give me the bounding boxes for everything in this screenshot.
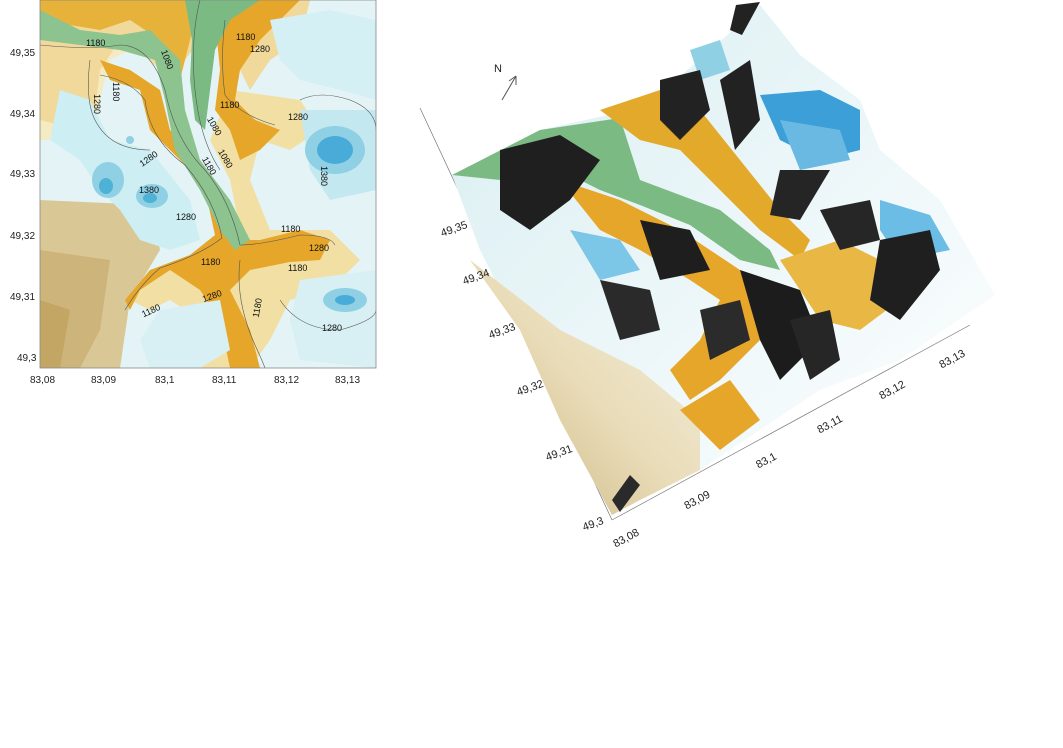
y-tick-label: 49,34 <box>461 267 491 288</box>
contour-label: 1180 <box>201 257 220 267</box>
x-tick-label: 83,13 <box>335 375 360 386</box>
y-tick-label: 49,33 <box>10 169 35 180</box>
y-tick-label: 49,35 <box>439 219 469 240</box>
map-y-axis: 49,35 49,34 49,33 49,32 49,31 49,3 <box>10 48 37 364</box>
north-label: N <box>494 63 502 75</box>
x-tick-label: 83,08 <box>30 375 55 386</box>
relief-3d-view: N 49,35 49,34 49,33 49,32 49,31 49,3 83,… <box>419 2 995 551</box>
contour-label: 1280 <box>288 112 308 122</box>
contour-label: 1280 <box>92 94 102 114</box>
x-tick-label: 83,12 <box>877 379 907 403</box>
x-tick-label: 83,12 <box>274 375 299 386</box>
y-tick-label: 49,3 <box>17 353 37 364</box>
x-tick-label: 83,08 <box>611 527 641 551</box>
x-tick-label: 83,1 <box>754 451 779 472</box>
contour-label: 1180 <box>111 82 121 101</box>
x-tick-label: 83,13 <box>937 348 967 372</box>
contour-label: 1280 <box>250 44 270 54</box>
y-tick-label: 49,32 <box>515 378 545 399</box>
contour-label: 1280 <box>309 243 329 253</box>
contour-label: 1380 <box>319 166 329 186</box>
contour-label: 1180 <box>220 100 239 110</box>
x-tick-label: 83,09 <box>91 375 116 386</box>
y-tick-label: 49,31 <box>544 443 574 464</box>
x-tick-label: 83,09 <box>682 489 712 513</box>
contour-label: 1180 <box>251 297 264 318</box>
x-tick-label: 83,11 <box>212 375 237 386</box>
y-tick-label: 49,34 <box>10 109 35 120</box>
contour-map-fill <box>40 0 376 368</box>
y-tick-label: 49,32 <box>10 231 35 242</box>
contour-label: 1180 <box>236 32 255 42</box>
contour-label: 1180 <box>281 224 300 234</box>
y-tick-label: 49,33 <box>487 321 517 342</box>
contour-label: 1180 <box>288 263 307 273</box>
north-arrow-icon: N <box>494 63 517 101</box>
x-tick-label: 83,1 <box>155 375 175 386</box>
y-tick-label: 49,3 <box>581 515 605 534</box>
contour-label: 1280 <box>322 323 342 333</box>
contour-map: 1180 1080 1180 1280 1280 1180 1180 1080 … <box>10 0 377 386</box>
contour-label: 1180 <box>86 38 105 48</box>
y-tick-label: 49,35 <box>10 48 35 59</box>
contour-label: 1280 <box>176 212 196 222</box>
terrain-surface <box>452 2 995 515</box>
contour-label: 1380 <box>139 185 159 195</box>
map-x-axis: 83,08 83,09 83,1 83,11 83,12 83,13 <box>30 375 360 386</box>
map-frame <box>39 0 377 369</box>
x-tick-label: 83,11 <box>815 413 844 436</box>
y-tick-label: 49,31 <box>10 292 35 303</box>
